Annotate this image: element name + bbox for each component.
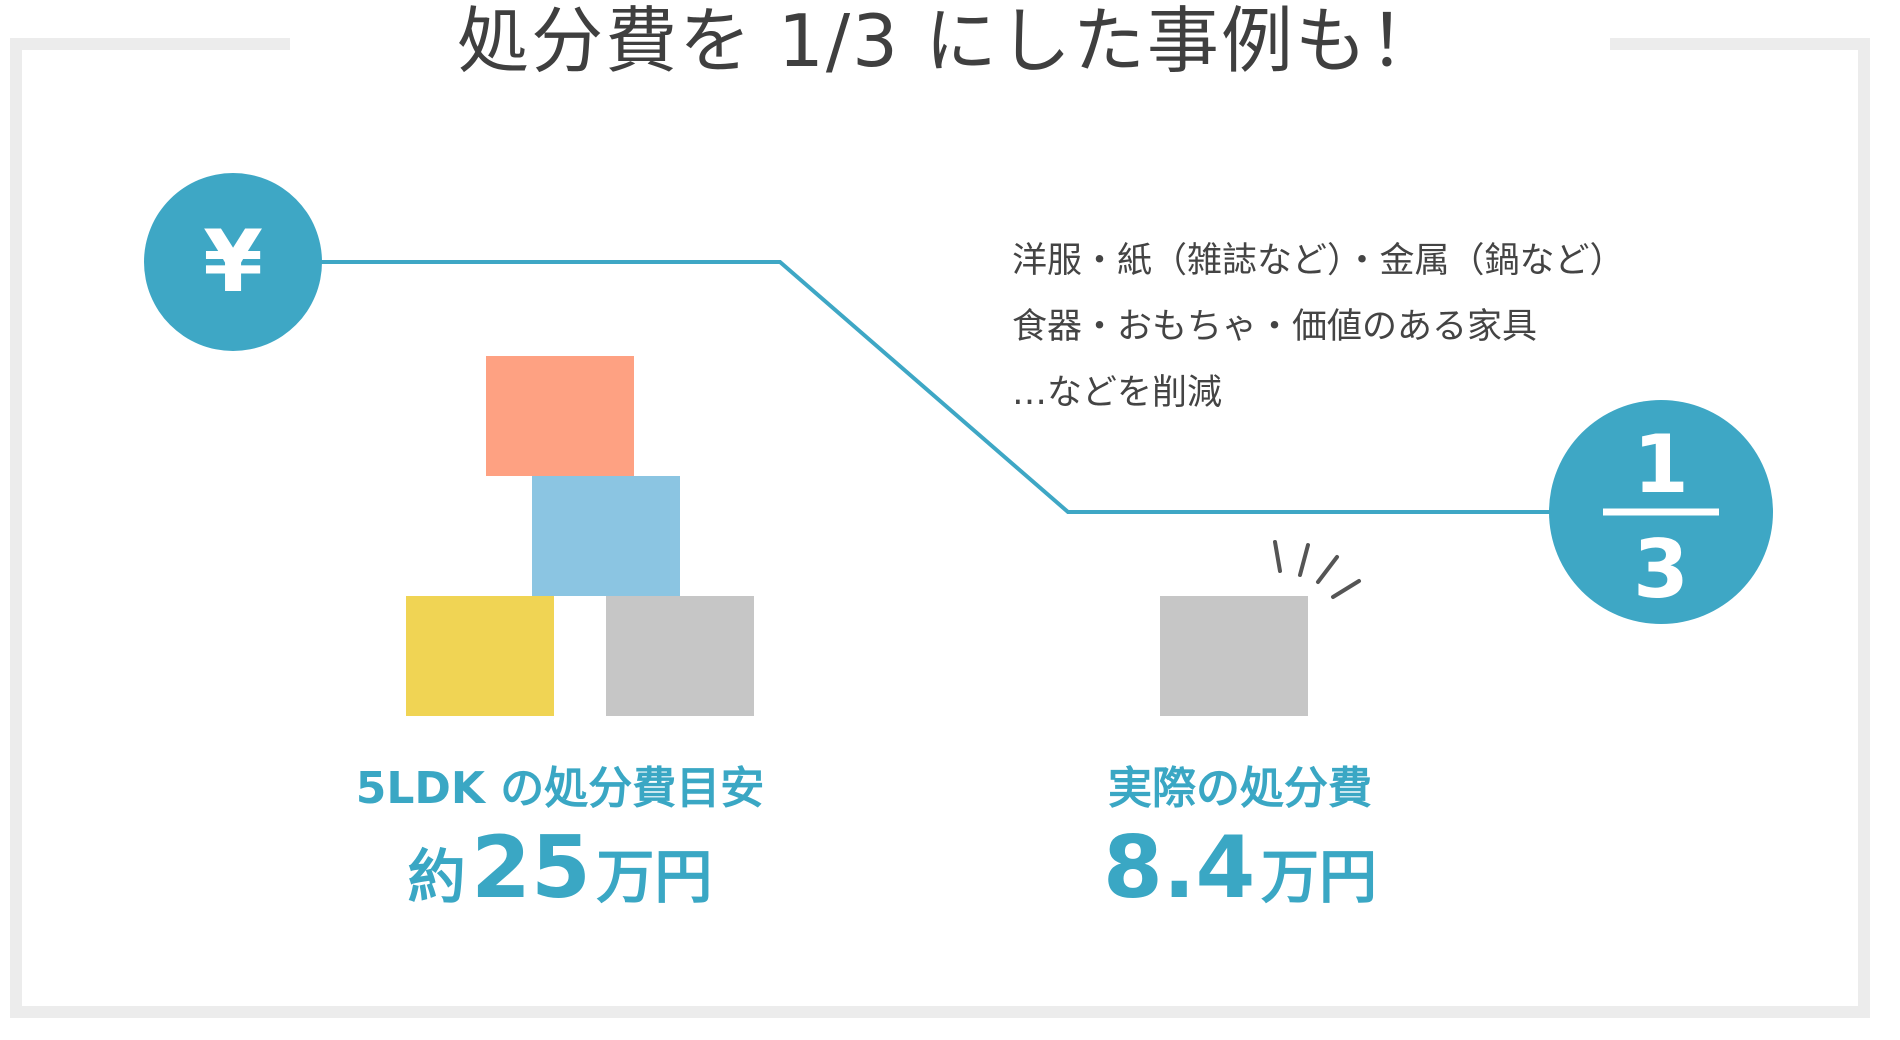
box-blue [532, 476, 680, 596]
estimate-unit: 万円 [596, 843, 713, 911]
actual-amount: 8.4 万円 [1010, 818, 1470, 918]
actual-unit: 万円 [1260, 843, 1377, 911]
box-yellow [406, 596, 554, 716]
estimate-value: 25 [471, 818, 591, 918]
box-gray-left [606, 596, 754, 716]
actual-value: 8.4 [1103, 818, 1256, 918]
box-gray-right [1160, 596, 1308, 716]
yen-circle [144, 173, 322, 351]
box-orange [486, 356, 634, 476]
estimate-label: 5LDK の処分費目安 [355, 763, 765, 814]
emphasis-line-4 [1331, 579, 1361, 599]
emphasis-line-3 [1316, 555, 1339, 584]
note-line-3: …などを削減 [1012, 373, 1223, 413]
estimate-amount: 約 25 万円 [300, 818, 820, 918]
estimate-prefix: 約 [407, 843, 466, 911]
emphasis-line-2 [1298, 543, 1310, 577]
emphasis-line-1 [1273, 540, 1282, 573]
fraction-denominator: 3 [1633, 523, 1689, 616]
actual-label: 実際の処分費 [1108, 763, 1372, 814]
reduction-notes: 洋服・紙（雑誌など）・金属（鍋など） 食器・おもちゃ・価値のある家具 …などを削… [1012, 228, 1625, 426]
note-line-1: 洋服・紙（雑誌など）・金属（鍋など） [1012, 241, 1625, 281]
cost-reduction-line [320, 260, 1552, 514]
yen-icon: ¥ [203, 212, 263, 312]
fraction-numerator: 1 [1633, 418, 1689, 511]
note-line-2: 食器・おもちゃ・価値のある家具 [1012, 307, 1538, 347]
page-title: 処分費を 1/3 にした事例も！ [457, 0, 1443, 83]
title-background [290, 0, 1610, 70]
